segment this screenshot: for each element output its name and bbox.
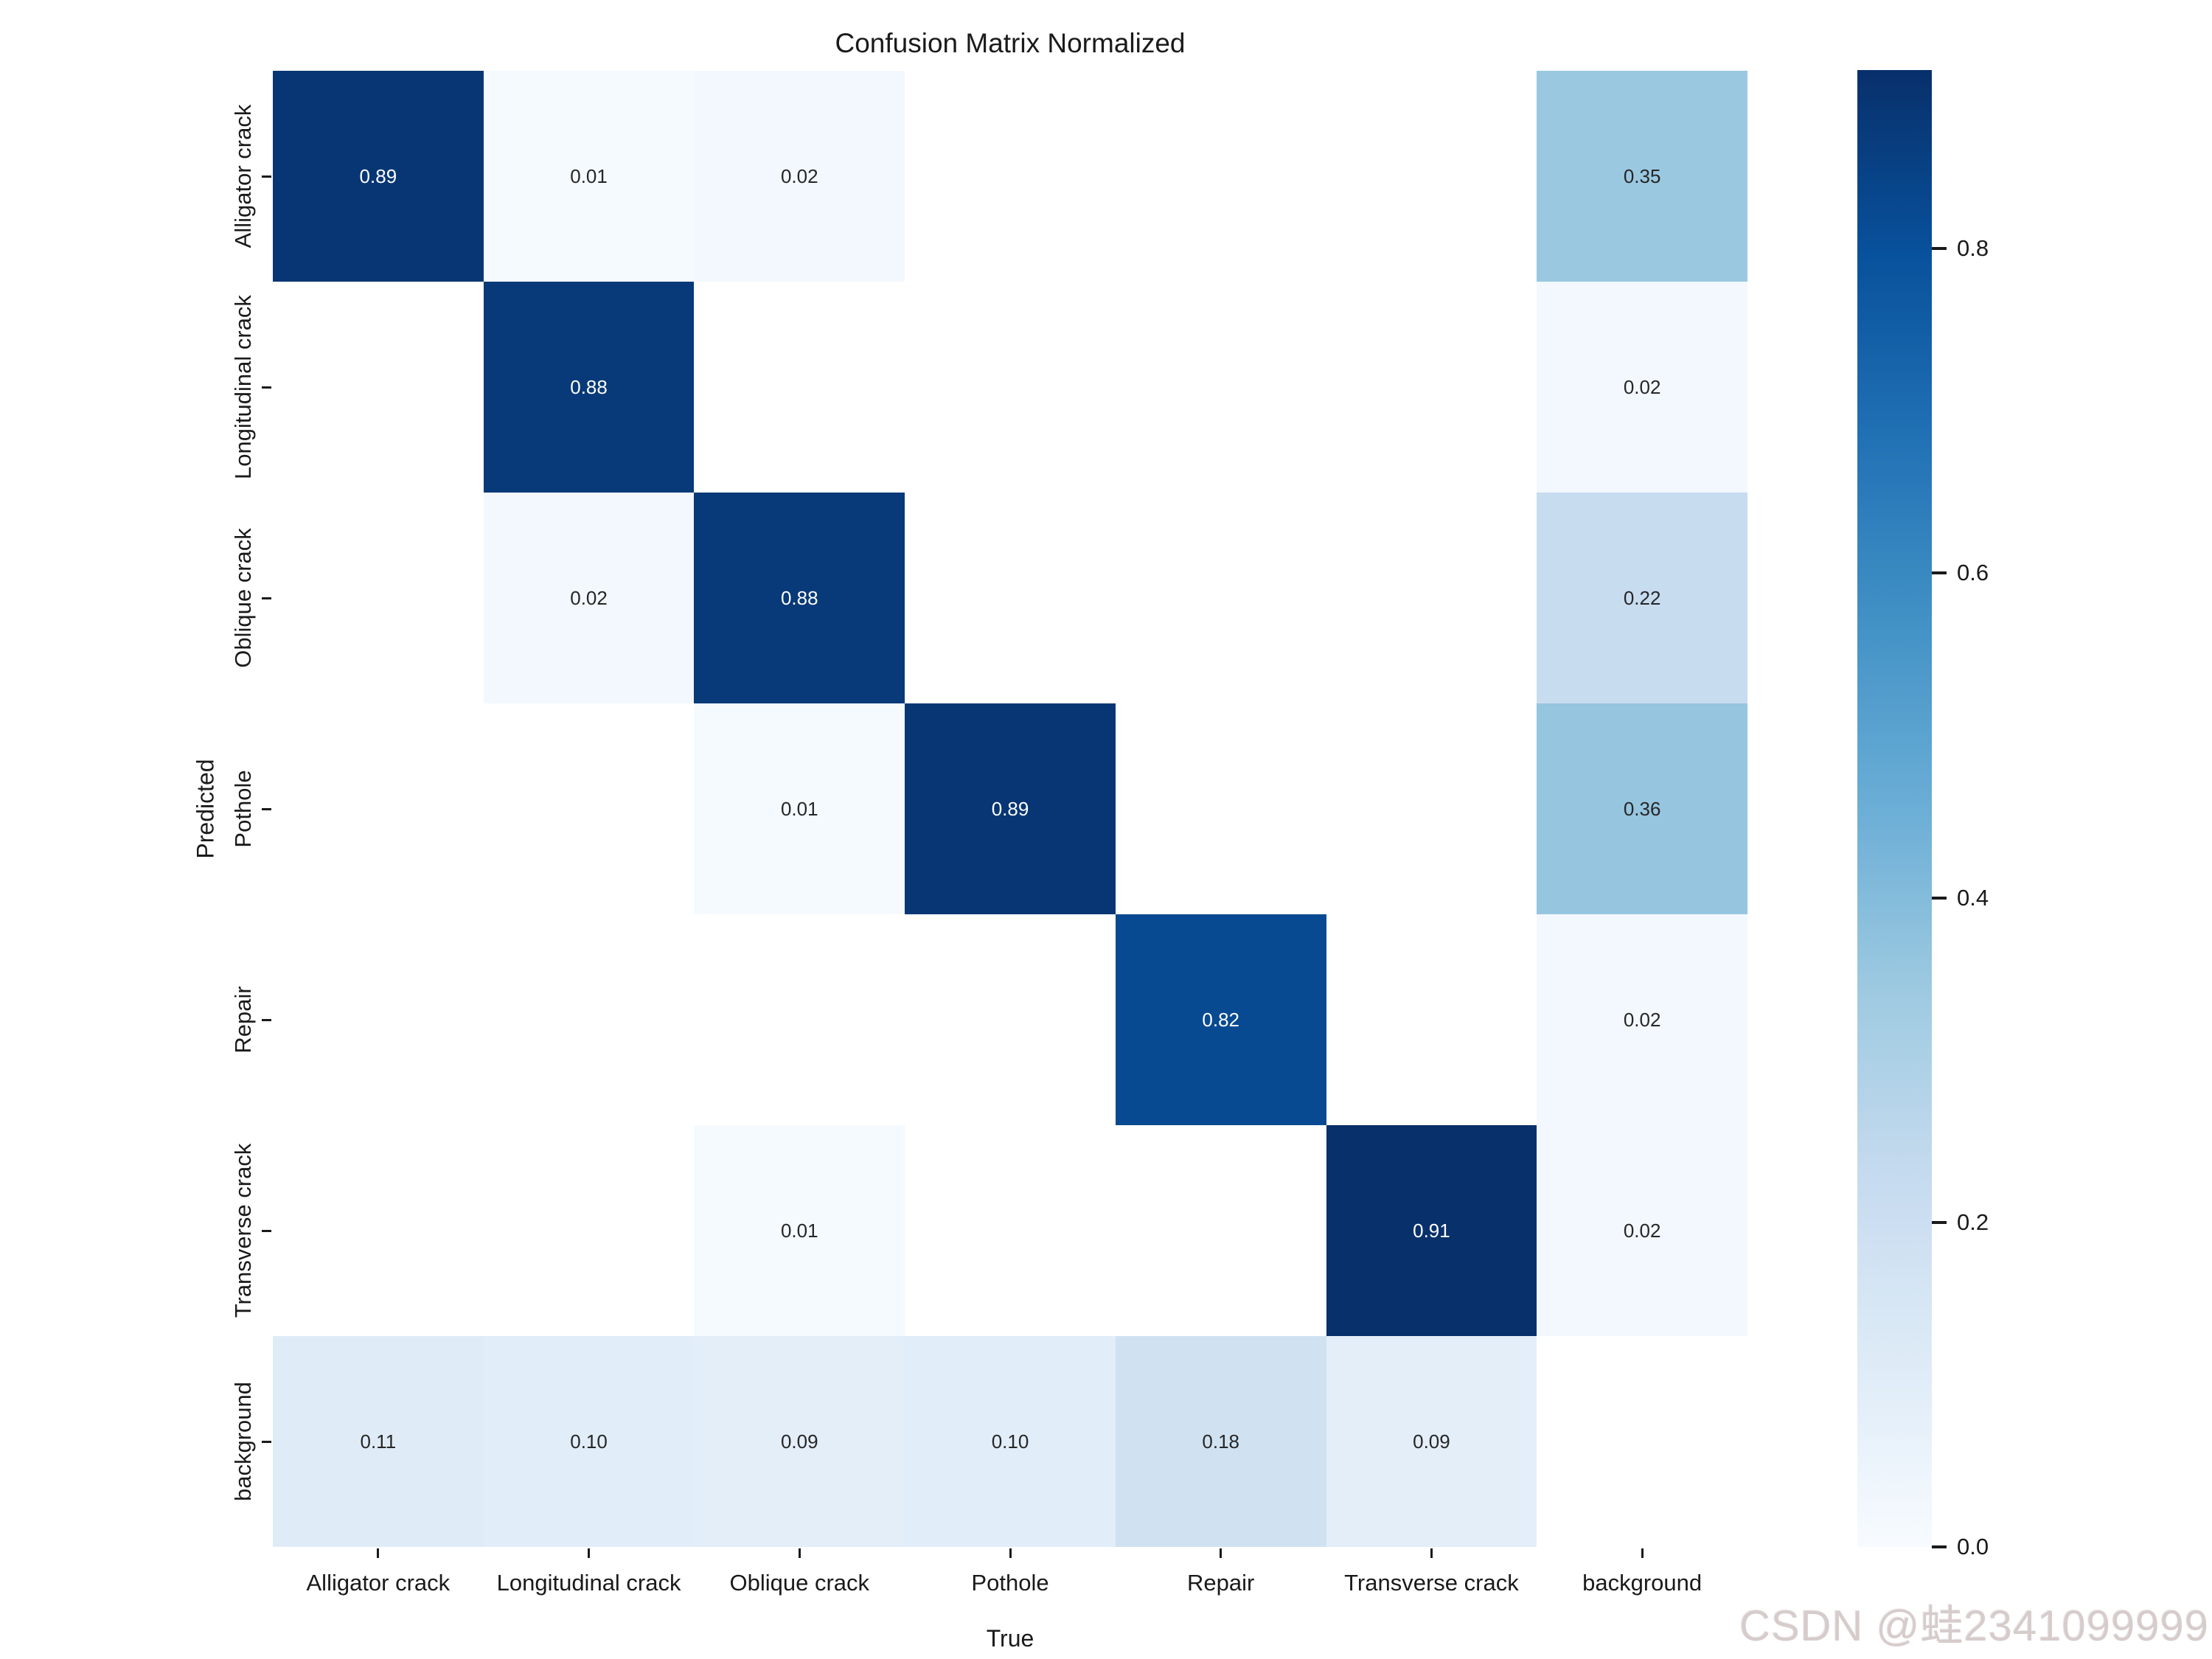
- heatmap-cell: 0.35: [1537, 71, 1747, 282]
- heatmap-cell: 0.09: [1326, 1336, 1537, 1547]
- heatmap-cell: 0.02: [483, 493, 695, 703]
- heatmap-grid: 0.89 0.01 0.02 0.35 0.88 0.02 0.02 0.88 0.22 0.01…: [273, 71, 1747, 1547]
- cell-value: 0.02: [780, 165, 818, 187]
- heatmap-cell: [905, 914, 1116, 1125]
- heatmap-cell: [1326, 493, 1537, 703]
- heatmap-cell: [694, 282, 905, 493]
- x-axis-title: True: [986, 1625, 1034, 1652]
- cell-value: 0.88: [570, 376, 608, 398]
- y-tick-mark: [262, 597, 271, 599]
- cell-value: 0.01: [780, 798, 818, 820]
- cell-value: 0.10: [991, 1430, 1029, 1453]
- cell-value: 0.82: [1202, 1009, 1239, 1031]
- heatmap-cell: [483, 703, 695, 914]
- heatmap-cell: 0.88: [694, 493, 905, 703]
- cell-value: 0.02: [1623, 1220, 1661, 1242]
- heatmap-cell: [1326, 914, 1537, 1125]
- x-tick-mark: [588, 1548, 591, 1558]
- cell-value: 0.02: [1623, 376, 1661, 398]
- heatmap-cell: [483, 1125, 695, 1336]
- chart-title: Confusion Matrix Normalized: [835, 28, 1186, 58]
- colorbar-tick-mark: [1932, 571, 1947, 575]
- heatmap-cell: 0.02: [694, 71, 905, 282]
- heatmap-cell: 0.01: [694, 1125, 905, 1336]
- colorbar-tick-mark: [1932, 247, 1947, 251]
- x-tick-mark: [1009, 1548, 1012, 1558]
- y-tick-mark: [262, 1018, 271, 1021]
- cell-value: 0.18: [1202, 1430, 1239, 1453]
- colorbar: [1857, 70, 1932, 1547]
- x-tick-mark: [1641, 1548, 1644, 1558]
- heatmap-cell: [905, 71, 1116, 282]
- colorbar-tick-mark: [1932, 1545, 1947, 1548]
- heatmap-cell: 0.02: [1537, 914, 1747, 1125]
- heatmap-cell: [1326, 703, 1537, 914]
- heatmap-cell: [273, 1125, 484, 1336]
- heatmap-cell: [1537, 1336, 1747, 1547]
- heatmap-cell: [1115, 493, 1326, 703]
- cell-value: 0.89: [991, 798, 1029, 820]
- x-tick-mark: [1430, 1548, 1433, 1558]
- cell-value: 0.89: [359, 165, 397, 187]
- heatmap-cell: 0.88: [483, 282, 695, 493]
- x-tick-mark: [798, 1548, 801, 1558]
- heatmap-cell: [905, 1125, 1116, 1336]
- heatmap-cell: [1326, 282, 1537, 493]
- y-tick-mark: [262, 386, 271, 389]
- heatmap-cell: [273, 914, 484, 1125]
- heatmap-cell: [273, 282, 484, 493]
- heatmap-cell: [1115, 703, 1326, 914]
- y-tick-mark: [262, 175, 271, 178]
- heatmap-cell: 0.01: [694, 703, 905, 914]
- heatmap-cell: [273, 493, 484, 703]
- cell-value: 0.02: [1623, 1009, 1661, 1031]
- heatmap-cell: 0.36: [1537, 703, 1747, 914]
- heatmap-cell: [273, 703, 484, 914]
- y-tick-mark: [262, 1440, 271, 1443]
- heatmap-cell: 0.89: [905, 703, 1116, 914]
- cell-value: 0.91: [1413, 1220, 1450, 1242]
- cell-value: 0.01: [780, 1220, 818, 1242]
- heatmap-cell: [1115, 71, 1326, 282]
- heatmap-cell: [694, 914, 905, 1125]
- heatmap-cell: [1326, 71, 1537, 282]
- cell-value: 0.36: [1623, 798, 1661, 820]
- heatmap-cell: 0.89: [273, 71, 484, 282]
- cell-value: 0.10: [570, 1430, 608, 1453]
- cell-value: 0.09: [780, 1430, 818, 1453]
- cell-value: 0.02: [570, 587, 608, 609]
- heatmap-cell: 0.09: [694, 1336, 905, 1547]
- x-tick-mark: [377, 1548, 380, 1558]
- heatmap-cell: 0.82: [1115, 914, 1326, 1125]
- cell-value: 0.35: [1623, 165, 1661, 187]
- heatmap-cell: [905, 282, 1116, 493]
- heatmap-cell: 0.91: [1326, 1125, 1537, 1336]
- heatmap-cell: 0.02: [1537, 282, 1747, 493]
- colorbar-tick-mark: [1932, 1220, 1947, 1224]
- heatmap-cell: 0.10: [483, 1336, 695, 1547]
- cell-value: 0.11: [360, 1430, 397, 1453]
- heatmap-cell: [483, 914, 695, 1125]
- cell-value: 0.09: [1413, 1430, 1450, 1453]
- watermark: CSDN @蛙2341099999: [1739, 1602, 2209, 1650]
- heatmap-cell: 0.10: [905, 1336, 1116, 1547]
- cell-value: 0.88: [780, 587, 818, 609]
- cell-value: 0.01: [570, 165, 608, 187]
- x-tick-mark: [1220, 1548, 1222, 1558]
- heatmap-cell: [905, 493, 1116, 703]
- heatmap-cell: [1115, 282, 1326, 493]
- y-tick-mark: [262, 807, 271, 810]
- heatmap-cell: 0.02: [1537, 1125, 1747, 1336]
- y-tick-mark: [262, 1229, 271, 1232]
- cell-value: 0.22: [1623, 587, 1661, 609]
- colorbar-tick-mark: [1932, 896, 1947, 900]
- heatmap-cell: 0.18: [1115, 1336, 1326, 1547]
- heatmap-cell: 0.11: [273, 1336, 484, 1547]
- heatmap-cell: 0.01: [483, 71, 695, 282]
- heatmap-cell: 0.22: [1537, 493, 1747, 703]
- heatmap-cell: [1115, 1125, 1326, 1336]
